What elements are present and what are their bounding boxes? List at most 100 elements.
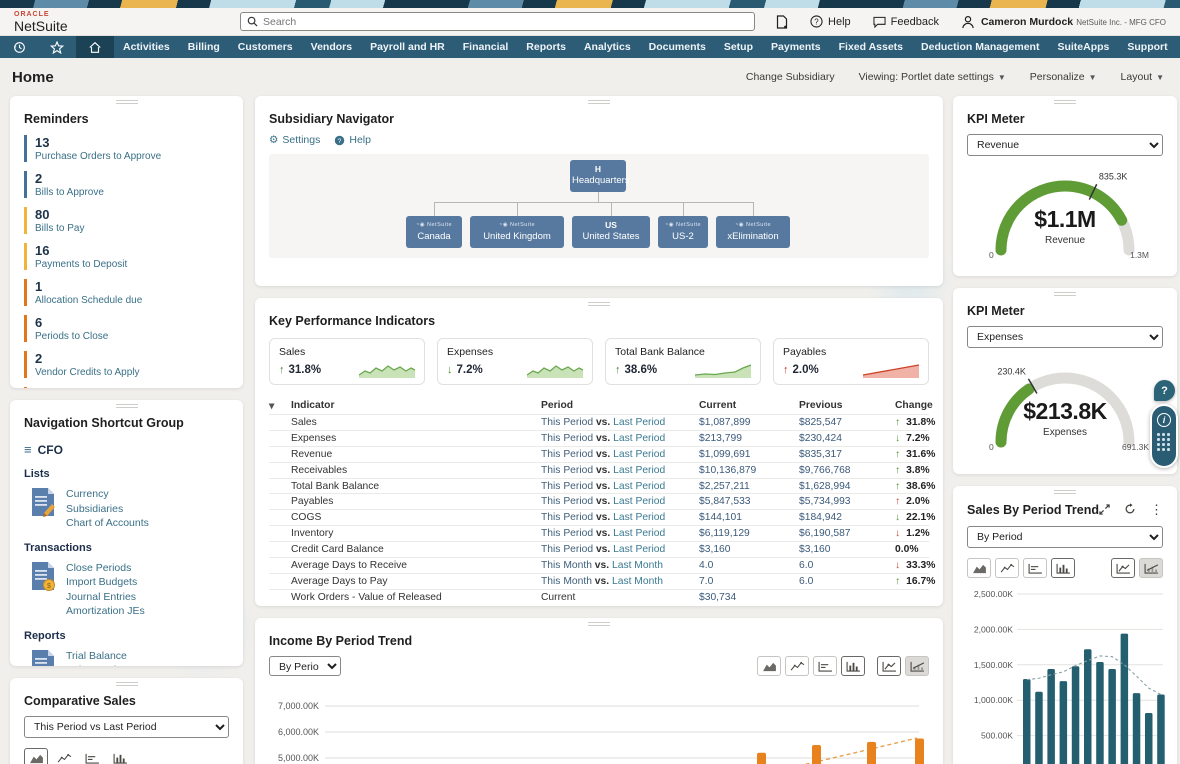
line-chart-icon[interactable] — [52, 748, 76, 764]
reminder-item[interactable]: 6 Periods to Close — [24, 315, 229, 342]
table-header-previous[interactable]: Previous — [799, 400, 843, 411]
reminder-item[interactable]: 2 Bills to Approve — [24, 171, 229, 198]
trend-line-icon[interactable] — [1111, 558, 1135, 578]
kpi-table-row[interactable]: COGS This Period vs. Last Period $144,101 $… — [269, 509, 935, 525]
kpi-table-row[interactable]: Payables This Period vs. Last Period $5,84… — [269, 493, 930, 509]
drag-handle[interactable] — [1054, 100, 1076, 104]
reminder-item[interactable]: 80 Bills to Pay — [24, 207, 229, 234]
org-node-headquarters[interactable]: H Headquarters — [570, 160, 630, 192]
comparative-sales-select[interactable]: This Period vs Last Period — [24, 716, 229, 738]
kpi-table-row[interactable]: Total Bank Balance This Period vs. Last P… — [269, 477, 935, 494]
table-header-indicator[interactable]: Indicator — [291, 400, 335, 411]
reminder-item[interactable]: 13 Purchase Orders to Approve — [24, 135, 229, 162]
nav-item-payroll-and-hr[interactable]: Payroll and HR — [370, 41, 445, 53]
org-node-us-2[interactable]: ◔◉ NetSuite US-2 — [658, 216, 708, 248]
layout-dropdown[interactable]: Layout ▼ — [1120, 71, 1164, 83]
bar-chart-icon[interactable] — [1051, 558, 1075, 578]
shortcut-link-trial-balance[interactable]: Trial Balance — [66, 649, 127, 662]
nav-item-customers[interactable]: Customers — [237, 41, 293, 53]
org-node-xelimination[interactable]: ◔◉ NetSuite xElimination — [716, 216, 790, 248]
trend-line-icon[interactable] — [877, 656, 901, 676]
drag-handle[interactable] — [588, 100, 610, 104]
org-node-canada[interactable]: ◔◉ NetSuite Canada — [406, 216, 462, 248]
shortcut-link-journal-entries[interactable]: Journal Entries — [66, 590, 137, 603]
kpi-meter-expenses-select[interactable]: Expenses — [967, 326, 1163, 348]
recent-records-icon[interactable] — [0, 36, 38, 58]
drag-handle[interactable] — [1054, 292, 1076, 296]
nav-item-setup[interactable]: Setup — [723, 41, 754, 53]
help-button[interactable]: ? Help — [810, 15, 851, 28]
user-menu[interactable]: Cameron Murdock NetSuite Inc. - MFG CFO — [961, 15, 1166, 29]
shortcut-link-balance-sheet[interactable]: Balance Sheet — [66, 663, 152, 666]
refresh-icon[interactable] — [1124, 502, 1136, 518]
table-header-change[interactable]: Change — [895, 400, 933, 411]
kpi-card-total-bank-balance[interactable]: Total Bank Balance ↑ 38.6% — [605, 338, 761, 385]
nav-item-reports[interactable]: Reports — [526, 41, 566, 53]
nav-item-support[interactable]: Support — [1127, 41, 1168, 53]
nav-item-activities[interactable]: Activities — [123, 41, 170, 53]
shortcut-link-close-periods[interactable]: Close Periods — [66, 561, 132, 574]
shortcut-group-cfo[interactable]: ≡ CFO — [24, 442, 63, 457]
nav-item-fixed-assets[interactable]: Fixed Assets — [838, 41, 904, 53]
kpi-table-row[interactable]: Revenue This Period vs. Last Period $1,099… — [269, 445, 935, 462]
shortcut-link-subsidiaries[interactable]: Subsidiaries — [66, 502, 124, 515]
quick-create-button[interactable] — [776, 14, 788, 29]
kpi-card-sales[interactable]: Sales ↑ 31.8% — [269, 338, 425, 385]
nav-item-financial[interactable]: Financial — [462, 41, 509, 53]
nav-item-deduction-management[interactable]: Deduction Management — [921, 41, 1040, 53]
reminder-item[interactable]: 16 Payments to Deposit — [24, 243, 229, 270]
line-chart-icon[interactable] — [995, 558, 1019, 578]
line-chart-icon[interactable] — [785, 656, 809, 676]
table-header-current[interactable]: Current — [699, 400, 737, 411]
bar-chart-icon[interactable] — [841, 656, 865, 676]
change-subsidiary-link[interactable]: Change Subsidiary — [745, 71, 835, 83]
area-chart-icon[interactable] — [757, 656, 781, 676]
nav-item-vendors[interactable]: Vendors — [310, 41, 353, 53]
kpi-table-row[interactable]: Average Days to Receive This Month vs. La… — [269, 557, 935, 573]
floating-help-button[interactable]: ? — [1154, 380, 1175, 401]
kpi-card-payables[interactable]: Payables ↑ 2.0% — [773, 338, 929, 385]
oracle-netsuite-logo[interactable]: ORACLE NetSuite — [14, 11, 68, 33]
kpi-table-row[interactable]: Work Orders - Value of Released Current $3… — [269, 588, 929, 605]
shortcuts-star-icon[interactable] — [38, 36, 76, 58]
kpi-card-expenses[interactable]: Expenses ↓ 7.2% — [437, 338, 593, 385]
drag-handle[interactable] — [1054, 490, 1076, 494]
floating-info-widget[interactable]: i — [1150, 404, 1178, 468]
kpi-table-row[interactable]: Credit Card Balance This Period vs. Last … — [269, 541, 929, 557]
nav-item-billing[interactable]: Billing — [187, 41, 220, 53]
kpi-table-row[interactable]: Average Days to Pay This Month vs. Last M… — [269, 572, 935, 589]
reminder-item[interactable]: 1 Allocation Schedule due — [24, 279, 229, 306]
feedback-button[interactable]: Feedback — [873, 16, 939, 28]
drag-handle[interactable] — [115, 100, 138, 104]
kebab-menu-icon[interactable]: ⋮ — [1150, 502, 1163, 517]
table-header-period[interactable]: Period — [541, 400, 574, 411]
table-filter-caret-icon[interactable]: ▾ — [269, 400, 275, 412]
org-node-united-states[interactable]: US United States — [572, 216, 650, 248]
drag-handle[interactable] — [115, 682, 138, 686]
search-input[interactable] — [263, 15, 748, 28]
nav-item-analytics[interactable]: Analytics — [583, 41, 631, 53]
hline-chart-icon[interactable] — [80, 748, 104, 764]
kpi-meter-revenue-select[interactable]: Revenue — [967, 134, 1163, 156]
nav-item-payments[interactable]: Payments — [771, 41, 821, 53]
shortcut-link-import-budgets[interactable]: Import Budgets — [66, 576, 138, 588]
hline-chart-icon[interactable] — [813, 656, 837, 676]
kpi-table-row[interactable]: Inventory This Period vs. Last Period $6,1… — [269, 525, 930, 541]
sales-trend-period-select[interactable]: By Period — [967, 526, 1163, 548]
area-chart-icon[interactable] — [24, 748, 48, 764]
expand-icon[interactable] — [1099, 503, 1110, 518]
nav-item-documents[interactable]: Documents — [648, 41, 706, 53]
area-chart-icon[interactable] — [967, 558, 991, 578]
shortcut-link-currency[interactable]: Currency — [66, 488, 109, 500]
drag-handle[interactable] — [588, 302, 610, 306]
bar-line-icon[interactable] — [905, 656, 929, 676]
kpi-table-row[interactable]: Sales This Period vs. Last Period $1,087,8… — [269, 414, 935, 430]
shortcut-link-chart-of-accounts[interactable]: Chart of Accounts — [66, 517, 149, 529]
home-icon[interactable] — [76, 36, 114, 58]
global-search[interactable] — [240, 12, 755, 31]
drag-handle[interactable] — [115, 404, 138, 408]
org-node-united-kingdom[interactable]: ◔◉ NetSuite United Kingdom — [470, 216, 564, 248]
reminder-item[interactable]: 2 Vendor Credits to Apply — [24, 351, 229, 378]
settings-link[interactable]: ⚙ Settings — [269, 134, 321, 146]
